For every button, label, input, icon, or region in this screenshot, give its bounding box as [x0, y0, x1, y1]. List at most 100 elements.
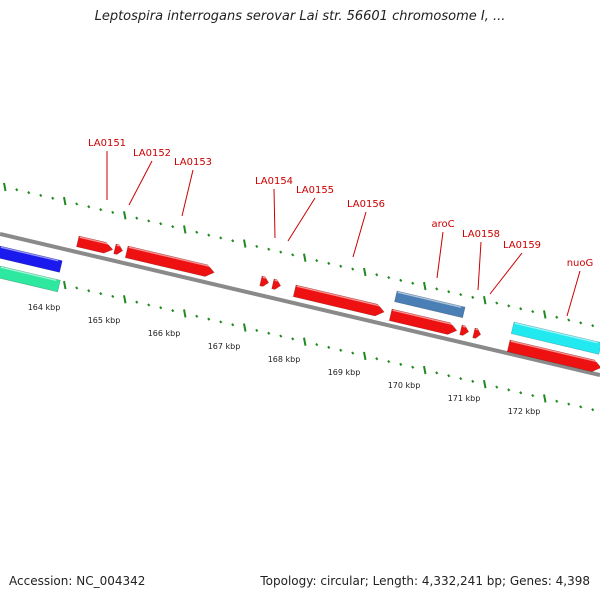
inner-minor-tick [399, 362, 403, 366]
tick-label: 169 kbp [328, 368, 361, 377]
inner-minor-tick [555, 399, 559, 403]
gene-feature-la0153[interactable] [124, 245, 215, 278]
outer-minor-tick [375, 273, 379, 277]
gene-feature-la0158b[interactable] [459, 324, 470, 337]
inner-minor-tick [339, 348, 343, 352]
outer-minor-tick [411, 281, 415, 285]
gene-label[interactable]: LA0153 [174, 157, 212, 168]
label-leaders [106, 151, 581, 317]
outer-minor-tick [195, 230, 199, 234]
inner-major-tick [423, 365, 427, 375]
inner-minor-tick [255, 328, 259, 333]
outer-minor-tick [39, 193, 43, 198]
outer-minor-tick [159, 222, 163, 226]
gene-label[interactable]: LA0152 [133, 148, 171, 159]
outer-major-tick [123, 211, 127, 220]
gene-label[interactable]: LA0158 [462, 229, 500, 240]
tick-label: 167 kbp [208, 342, 241, 351]
inner-major-tick [363, 351, 367, 361]
outer-minor-tick [351, 267, 355, 271]
outer-major-tick [483, 296, 487, 305]
inner-minor-tick [579, 405, 583, 409]
inner-minor-tick [99, 292, 103, 296]
outer-minor-tick [579, 321, 583, 325]
leader-line [352, 211, 367, 258]
inner-minor-tick [375, 357, 379, 361]
gene-feature-la0155[interactable] [271, 278, 282, 291]
topology-summary: Topology: circular; Length: 4,332,241 bp… [260, 574, 590, 588]
outer-minor-tick [387, 275, 391, 280]
outer-minor-tick [147, 219, 151, 223]
gene-feature-la0154[interactable] [259, 275, 270, 288]
outer-minor-tick [435, 287, 439, 291]
gene-label[interactable]: aroC [431, 219, 454, 230]
tick-label: 164 kbp [28, 303, 61, 312]
outer-minor-tick [471, 295, 475, 299]
outer-minor-tick [507, 304, 511, 308]
gene-feature-la0159[interactable] [472, 327, 482, 339]
outer-major-tick [543, 310, 547, 319]
outer-minor-tick [27, 191, 31, 195]
inner-minor-tick [315, 342, 319, 347]
outer-minor-tick [279, 250, 283, 254]
inner-minor-tick [111, 294, 115, 299]
inner-minor-tick [471, 379, 475, 383]
outer-major-tick [183, 225, 187, 234]
inner-minor-tick [567, 402, 571, 406]
inner-minor-tick [459, 376, 463, 381]
outer-tick-track [3, 182, 595, 328]
outer-minor-tick [75, 202, 79, 206]
feature-track [0, 235, 600, 373]
inner-minor-tick [387, 359, 391, 364]
tick-label: 171 kbp [448, 394, 481, 403]
gene-feature-la0158[interactable] [388, 308, 458, 336]
gene-label[interactable]: LA0154 [255, 176, 293, 187]
outer-major-tick [423, 281, 427, 291]
gene-feature-la0156[interactable] [292, 284, 385, 318]
gene-feature-cyan[interactable] [510, 321, 600, 355]
outer-minor-tick [207, 233, 211, 237]
map-title: Leptospira interrogans serovar Lai str. … [94, 9, 506, 24]
gene-feature-aroc[interactable] [394, 290, 466, 319]
inner-minor-tick [75, 286, 79, 290]
inner-minor-tick [267, 331, 271, 335]
inner-minor-tick [327, 345, 331, 350]
outer-minor-tick [519, 307, 523, 311]
tick-label: 170 kbp [388, 381, 421, 390]
outer-minor-tick [447, 290, 451, 294]
outer-minor-tick [315, 258, 319, 263]
tick-label: 165 kbp [88, 316, 121, 325]
gene-label[interactable]: LA0159 [503, 240, 541, 251]
inner-minor-tick [591, 408, 595, 412]
gene-label[interactable]: LA0151 [88, 138, 126, 149]
gene-feature-blue[interactable] [0, 245, 63, 273]
outer-minor-tick [531, 309, 535, 314]
outer-minor-tick [135, 216, 139, 220]
inner-minor-tick [195, 314, 199, 318]
tick-labels: 164 kbp 165 kbp 166 kbp 167 kbp 168 kbp 169 k… [28, 303, 541, 416]
inner-minor-tick [135, 300, 139, 304]
gene-feature-teal[interactable] [0, 265, 61, 293]
outer-minor-tick [111, 210, 115, 215]
outer-minor-tick [99, 208, 103, 212]
gene-label[interactable]: nuoG [567, 258, 594, 269]
outer-minor-tick [495, 301, 499, 305]
gene-label[interactable]: LA0156 [347, 199, 385, 210]
inner-major-tick [243, 323, 247, 332]
accession-text: Accession: NC_004342 [9, 574, 146, 588]
inner-minor-tick [519, 391, 523, 395]
inner-minor-tick [159, 306, 163, 310]
outer-minor-tick [327, 261, 331, 266]
tick-label: 166 kbp [148, 329, 181, 338]
outer-minor-tick [591, 324, 595, 328]
outer-minor-tick [219, 236, 223, 240]
gene-feature-nuog[interactable] [506, 339, 600, 373]
gene-feature-la0151b[interactable] [113, 243, 124, 256]
gene-label[interactable]: LA0155 [296, 185, 334, 196]
gene-feature-la0151[interactable] [76, 235, 114, 255]
outer-minor-tick [87, 205, 91, 209]
leader-line [128, 160, 153, 206]
leader-line [489, 252, 523, 295]
